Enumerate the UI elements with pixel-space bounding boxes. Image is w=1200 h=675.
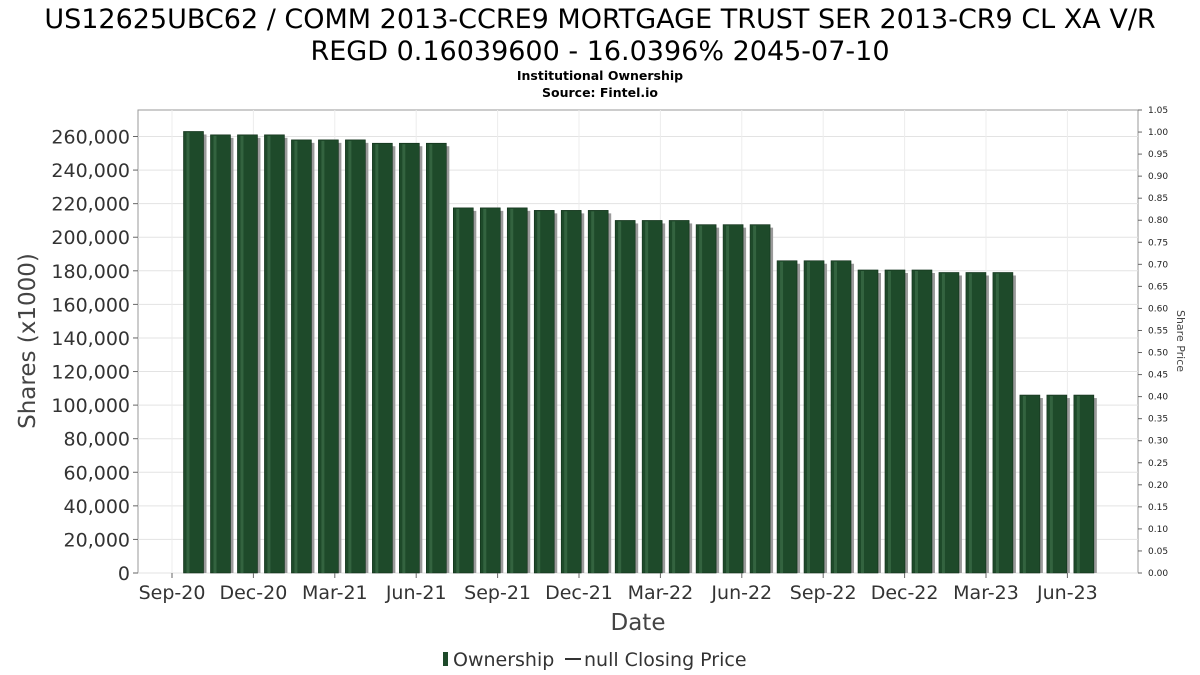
right-tick-label: 0.30 xyxy=(1148,437,1168,447)
ownership-bar-highlight xyxy=(807,261,811,573)
x-tick-label: Dec-20 xyxy=(219,582,287,604)
right-tick-label: 0.95 xyxy=(1148,150,1168,160)
right-tick-label: 0.15 xyxy=(1148,503,1168,513)
ownership-bar-highlight xyxy=(402,144,406,573)
legend: Ownership null Closing Price xyxy=(443,649,747,671)
y2-axis-label: Share Price xyxy=(1174,310,1187,372)
right-tick-label: 0.25 xyxy=(1148,459,1168,469)
right-axis-ticks: 0.00 0.05 0.10 0.15 0.20 0.25 0.30 0.35 0.40 0.45… xyxy=(1138,106,1168,579)
left-tick-label: 40,000 xyxy=(64,496,130,518)
right-tick-label: 0.35 xyxy=(1148,415,1168,425)
ownership-bar-highlight xyxy=(834,261,838,573)
ownership-bar-highlight xyxy=(618,221,622,573)
ownership-bar-highlight xyxy=(213,135,217,573)
right-tick-label: 0.55 xyxy=(1148,326,1168,336)
ownership-bar-highlight xyxy=(645,221,649,573)
left-tick-label: 180,000 xyxy=(51,261,130,283)
left-tick-label: 200,000 xyxy=(51,227,130,249)
ownership-bars xyxy=(183,131,1097,574)
legend-closing-price-label: null Closing Price xyxy=(584,649,747,671)
chart-subtitle: Institutional Ownership xyxy=(517,68,683,83)
ownership-bar-highlight xyxy=(672,221,676,573)
chart-titles: US12625UBC62 / COMM 2013-CCRE9 MORTGAGE … xyxy=(44,4,1155,100)
ownership-bar-highlight xyxy=(537,211,541,573)
ownership-bar-highlight xyxy=(294,140,298,573)
x-axis-label: Date xyxy=(611,610,666,636)
right-tick-label: 0.20 xyxy=(1148,481,1168,491)
left-tick-label: 60,000 xyxy=(64,462,130,484)
right-tick-label: 0.70 xyxy=(1148,260,1168,270)
right-tick-label: 0.00 xyxy=(1148,569,1168,579)
ownership-bar-highlight xyxy=(456,208,460,574)
ownership-bar-highlight xyxy=(968,273,972,573)
x-tick-label: Sep-20 xyxy=(139,582,206,604)
left-tick-label: 240,000 xyxy=(51,160,130,182)
x-tick-label: Mar-23 xyxy=(953,582,1019,604)
right-tick-label: 0.40 xyxy=(1148,393,1168,403)
right-tick-label: 0.50 xyxy=(1148,349,1168,359)
chart-title-line-1: US12625UBC62 / COMM 2013-CCRE9 MORTGAGE … xyxy=(44,4,1155,35)
left-tick-label: 80,000 xyxy=(64,429,130,451)
legend-ownership-label: Ownership xyxy=(453,649,554,671)
ownership-bar-highlight xyxy=(887,270,891,573)
left-tick-label: 160,000 xyxy=(51,294,130,316)
left-tick-label: 260,000 xyxy=(51,127,130,149)
ownership-bar-highlight xyxy=(1049,396,1053,573)
legend-ownership-swatch xyxy=(443,652,448,666)
ownership-bar-highlight xyxy=(510,208,514,574)
right-tick-label: 1.00 xyxy=(1148,128,1168,138)
right-tick-label: 0.60 xyxy=(1148,304,1168,314)
left-tick-label: 220,000 xyxy=(51,194,130,216)
x-tick-label: Mar-22 xyxy=(628,582,694,604)
ownership-bar-highlight xyxy=(186,132,190,574)
ownership-bar-highlight xyxy=(429,144,433,573)
right-tick-label: 0.75 xyxy=(1148,238,1168,248)
x-tick-label: Dec-22 xyxy=(871,582,939,604)
ownership-bar-highlight xyxy=(348,140,352,573)
ownership-bar-highlight xyxy=(564,211,568,573)
right-tick-label: 1.05 xyxy=(1148,106,1168,116)
ownership-bar-highlight xyxy=(780,261,784,573)
ownership-bar-highlight xyxy=(995,273,999,573)
left-tick-label: 140,000 xyxy=(51,328,130,350)
left-tick-label: 100,000 xyxy=(51,395,130,417)
right-tick-label: 0.85 xyxy=(1148,194,1168,204)
ownership-bar-highlight xyxy=(591,211,595,573)
x-tick-label: Jun-22 xyxy=(710,582,772,604)
ownership-bar-highlight xyxy=(483,208,487,574)
ownership-bar-highlight xyxy=(375,144,379,573)
ownership-bar-highlight xyxy=(1022,396,1026,573)
x-tick-label: Mar-21 xyxy=(302,582,368,604)
right-tick-label: 0.65 xyxy=(1148,282,1168,292)
left-tick-label: 0 xyxy=(118,563,130,585)
ownership-bar-highlight xyxy=(914,270,918,573)
right-tick-label: 0.80 xyxy=(1148,216,1168,226)
left-tick-label: 120,000 xyxy=(51,362,130,384)
ownership-bar-highlight xyxy=(267,135,271,573)
ownership-bar-highlight xyxy=(321,140,325,573)
x-axis-ticks: Sep-20 Dec-20 Mar-21 Jun-21 Sep-21 Dec-21 Mar-… xyxy=(139,573,1098,604)
ownership-bar-highlight xyxy=(726,225,730,574)
x-tick-label: Sep-22 xyxy=(790,582,857,604)
left-tick-label: 20,000 xyxy=(64,529,130,551)
right-tick-label: 0.45 xyxy=(1148,371,1168,381)
x-tick-label: Sep-21 xyxy=(464,582,531,604)
ownership-bar-highlight xyxy=(1076,396,1080,573)
right-tick-label: 0.90 xyxy=(1148,172,1168,182)
right-tick-label: 0.10 xyxy=(1148,525,1168,535)
ownership-bar-highlight xyxy=(941,273,945,573)
ownership-bar-highlight xyxy=(753,225,757,574)
left-axis-ticks: 0 20,000 40,000 60,000 80,000 100,000 120,000 1… xyxy=(51,127,138,585)
ownership-bar-highlight xyxy=(861,270,864,573)
ownership-bar-highlight xyxy=(699,225,703,574)
chart-source: Source: Fintel.io xyxy=(542,85,658,100)
chart-title-line-2: REGD 0.16039600 - 16.0396% 2045-07-10 xyxy=(310,36,889,67)
x-tick-label: Jun-23 xyxy=(1036,582,1098,604)
x-tick-label: Dec-21 xyxy=(545,582,613,604)
right-tick-label: 0.05 xyxy=(1148,547,1168,557)
ownership-bar-highlight xyxy=(240,135,244,573)
x-tick-label: Jun-21 xyxy=(385,582,447,604)
y-axis-label: Shares (x1000) xyxy=(15,253,41,429)
